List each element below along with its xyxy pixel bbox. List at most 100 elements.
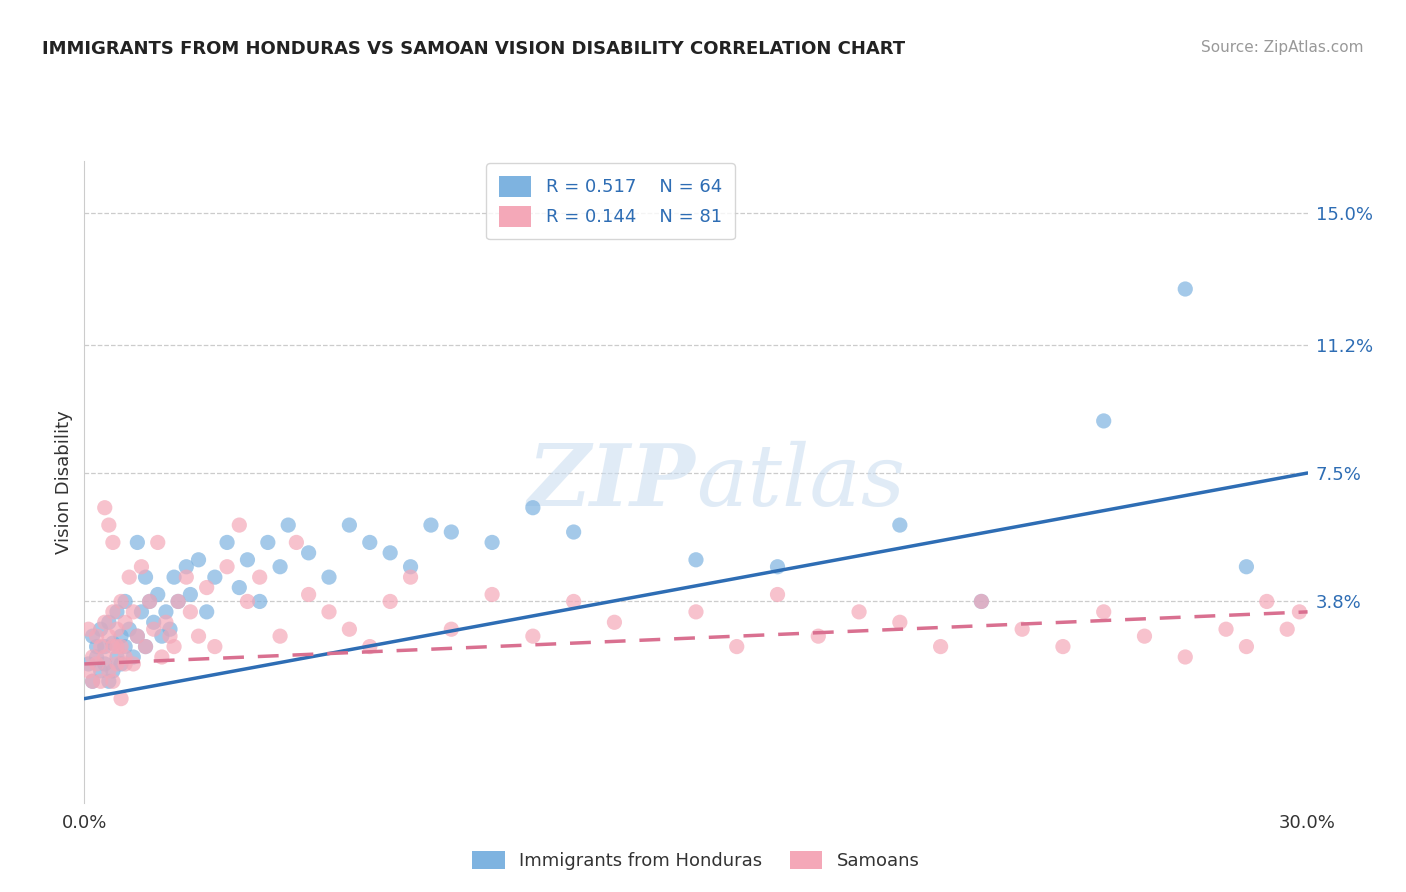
Point xyxy=(929,640,952,654)
Point xyxy=(146,587,169,601)
Point xyxy=(889,615,911,630)
Point xyxy=(90,664,112,678)
Point xyxy=(93,650,117,665)
Point xyxy=(97,664,120,678)
Point xyxy=(1011,622,1033,636)
Point xyxy=(685,605,707,619)
Point xyxy=(101,664,124,678)
Point xyxy=(127,629,149,643)
Point xyxy=(150,650,173,665)
Point xyxy=(195,581,218,595)
Point xyxy=(105,605,128,619)
Point xyxy=(236,594,259,608)
Point xyxy=(228,518,250,533)
Point xyxy=(970,594,993,608)
Point xyxy=(380,594,402,608)
Point xyxy=(1215,622,1237,636)
Point xyxy=(725,640,748,654)
Point xyxy=(127,535,149,549)
Point xyxy=(114,615,136,630)
Point xyxy=(249,594,271,608)
Point xyxy=(236,553,259,567)
Text: atlas: atlas xyxy=(696,441,905,523)
Point xyxy=(159,629,181,643)
Point xyxy=(187,629,209,643)
Point xyxy=(522,629,544,643)
Point xyxy=(440,622,463,636)
Point xyxy=(1256,594,1278,608)
Point xyxy=(766,587,789,601)
Point xyxy=(93,657,117,671)
Point xyxy=(603,615,626,630)
Point xyxy=(1174,650,1197,665)
Point xyxy=(1052,640,1074,654)
Point xyxy=(118,570,141,584)
Point xyxy=(420,518,443,533)
Y-axis label: Vision Disability: Vision Disability xyxy=(55,409,73,554)
Point xyxy=(97,615,120,630)
Point xyxy=(807,629,830,643)
Point xyxy=(86,629,108,643)
Point xyxy=(359,640,381,654)
Point xyxy=(77,664,100,678)
Point xyxy=(204,640,226,654)
Point xyxy=(82,674,104,689)
Point xyxy=(150,629,173,643)
Point xyxy=(90,640,112,654)
Point xyxy=(114,640,136,654)
Point xyxy=(135,640,157,654)
Point xyxy=(93,500,117,515)
Point xyxy=(105,657,128,671)
Point xyxy=(114,657,136,671)
Point xyxy=(101,674,124,689)
Point xyxy=(1277,622,1299,636)
Point xyxy=(1133,629,1156,643)
Point xyxy=(1236,640,1258,654)
Point xyxy=(195,605,218,619)
Point xyxy=(1236,559,1258,574)
Point xyxy=(176,559,198,574)
Point xyxy=(114,594,136,608)
Point xyxy=(889,518,911,533)
Point xyxy=(298,587,321,601)
Point xyxy=(269,559,291,574)
Point xyxy=(131,605,153,619)
Point xyxy=(167,594,190,608)
Point xyxy=(110,657,132,671)
Point xyxy=(1092,414,1115,428)
Point xyxy=(155,615,177,630)
Point xyxy=(90,674,112,689)
Point xyxy=(848,605,870,619)
Point xyxy=(1174,282,1197,296)
Point xyxy=(110,691,132,706)
Point xyxy=(122,605,145,619)
Point xyxy=(142,615,165,630)
Point xyxy=(522,500,544,515)
Point xyxy=(135,570,157,584)
Point xyxy=(562,594,585,608)
Point xyxy=(105,640,128,654)
Point xyxy=(167,594,190,608)
Point xyxy=(277,518,299,533)
Point xyxy=(562,524,585,539)
Point xyxy=(118,622,141,636)
Point xyxy=(77,622,100,636)
Point xyxy=(285,535,308,549)
Point xyxy=(159,622,181,636)
Point xyxy=(685,553,707,567)
Point xyxy=(249,570,271,584)
Point xyxy=(1092,605,1115,619)
Point xyxy=(82,674,104,689)
Point xyxy=(138,594,160,608)
Point xyxy=(257,535,280,549)
Point xyxy=(1288,605,1310,619)
Point xyxy=(86,640,108,654)
Text: IMMIGRANTS FROM HONDURAS VS SAMOAN VISION DISABILITY CORRELATION CHART: IMMIGRANTS FROM HONDURAS VS SAMOAN VISIO… xyxy=(42,40,905,58)
Point xyxy=(82,650,104,665)
Point xyxy=(970,594,993,608)
Point xyxy=(217,559,239,574)
Point xyxy=(138,594,160,608)
Point xyxy=(217,535,239,549)
Point xyxy=(97,674,120,689)
Legend: Immigrants from Honduras, Samoans: Immigrants from Honduras, Samoans xyxy=(465,844,927,877)
